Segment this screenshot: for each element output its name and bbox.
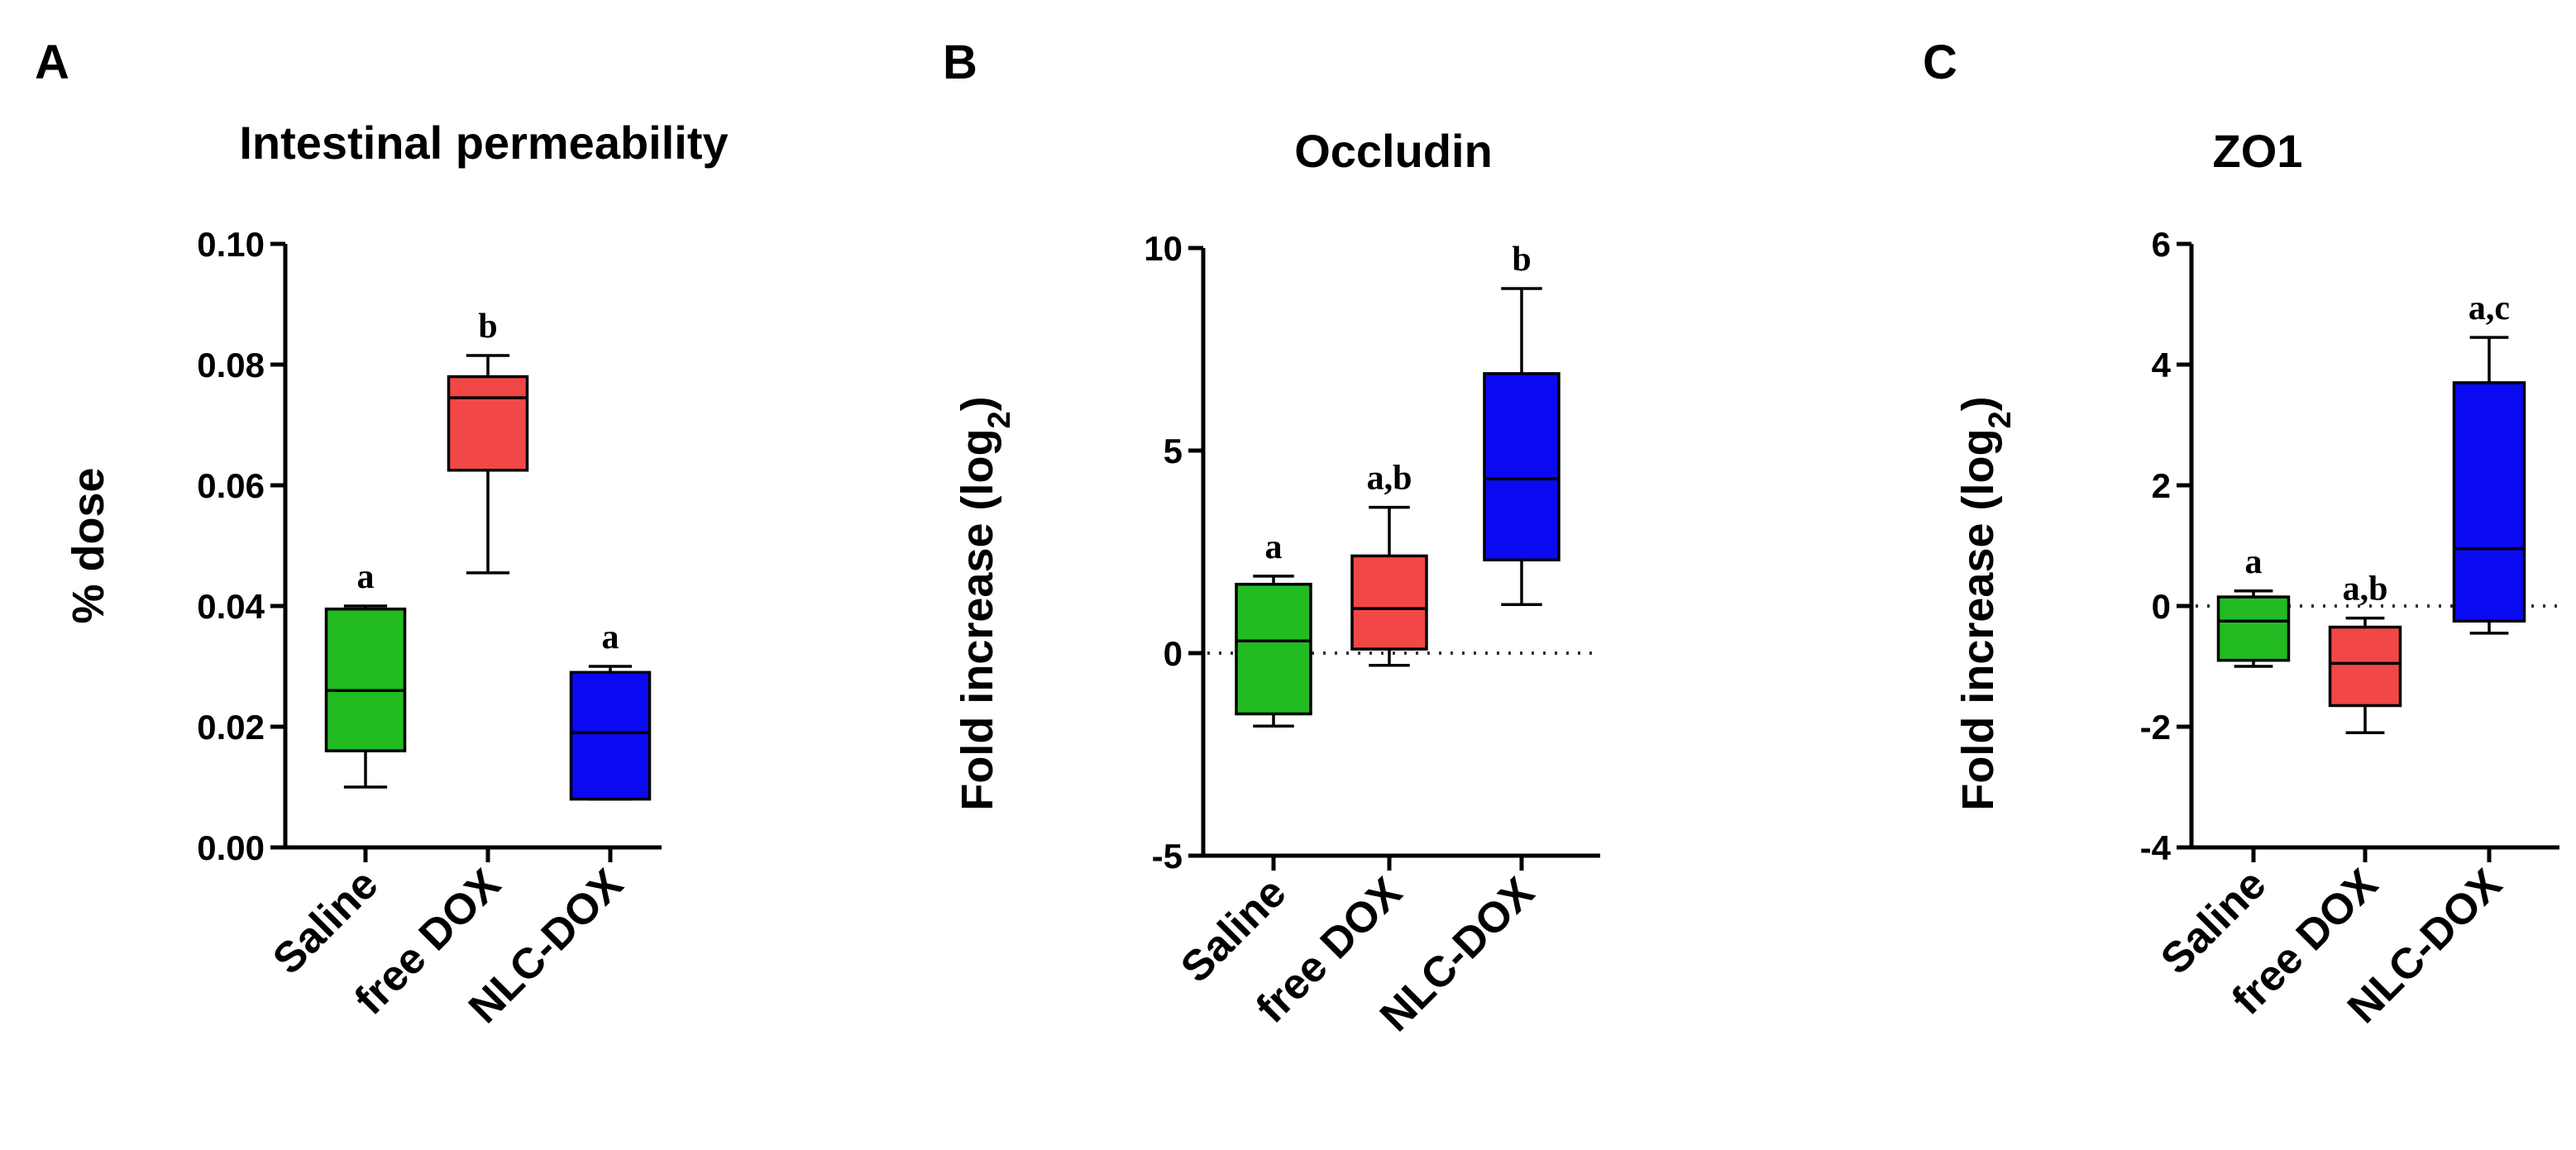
box-iqr	[569, 670, 652, 801]
panel-c-title: ZO1	[2213, 125, 2303, 177]
significance-label: a	[357, 558, 375, 596]
panel-a-ytick-label: 0.06	[197, 466, 265, 505]
panel-c-ytick-label: 4	[2152, 346, 2172, 384]
panel-a-box-nlc-dox: a	[569, 618, 652, 801]
panel-a-title: Intestinal permeability	[239, 117, 728, 169]
panel-b-ytick-label: -5	[1152, 837, 1183, 876]
panel-a-ylabel: % dose	[64, 467, 113, 623]
panel-c-ytick-label: -2	[2140, 708, 2171, 747]
panel-a-ytick-label: 0.10	[197, 225, 265, 264]
panel-a-ytick-label: 0.04	[197, 587, 265, 626]
panel-a-ytick-label: 0.00	[197, 828, 265, 867]
box-iqr	[2328, 625, 2402, 708]
box-iqr	[447, 375, 529, 472]
box-iqr	[1483, 372, 1560, 562]
panel-c-box-saline: a	[2216, 543, 2291, 668]
panel-a-box-free-dox: b	[447, 308, 529, 575]
significance-label: a,b	[2343, 570, 2388, 608]
panel-c-letter: C	[1923, 36, 1957, 89]
box-iqr	[2452, 381, 2526, 623]
panel-c-ytick-label: 0	[2152, 587, 2171, 626]
panel-a-ytick-label: 0.08	[197, 346, 265, 384]
significance-label: b	[1512, 241, 1531, 279]
panel-a-box-saline: a	[324, 558, 407, 789]
panel-b-letter: B	[943, 36, 977, 89]
significance-label: a	[2245, 543, 2263, 581]
panel-a-category-label: Saline	[264, 860, 387, 983]
panel-b-box-nlc-dox: b	[1483, 241, 1560, 606]
panel-b-ytick-label: 0	[1164, 634, 1183, 673]
panel-c-ytick-label: 2	[2152, 466, 2171, 505]
panel-c-ytick-label: 6	[2152, 225, 2171, 264]
significance-label: a	[602, 618, 619, 656]
panel-b-title: Occludin	[1294, 125, 1493, 177]
significance-label: a	[1265, 528, 1283, 566]
box-iqr	[2216, 595, 2291, 662]
panel-a-letter: A	[35, 36, 69, 89]
box-iqr	[1235, 582, 1312, 716]
panel-c-ytick-label: -4	[2140, 828, 2172, 867]
panel-c-ylabel: Fold increase (log2)	[1953, 396, 2018, 810]
box-iqr	[1350, 554, 1428, 651]
panel-c-box-free-dox: a,b	[2328, 570, 2402, 735]
panel-b-ylabel: Fold increase (log2)	[953, 396, 1017, 810]
significance-label: b	[478, 308, 497, 346]
panel-b-box-saline: a	[1235, 528, 1312, 728]
significance-label: a,c	[2468, 289, 2510, 327]
panel-b-box-free-dox: a,b	[1350, 460, 1428, 667]
significance-label: a,b	[1367, 460, 1412, 498]
panel-a-ytick-label: 0.02	[197, 708, 265, 747]
panel-b-ytick-label: 5	[1164, 432, 1183, 470]
panel-b-ytick-label: 10	[1144, 229, 1183, 268]
panel-c-box-nlc-dox: a,c	[2452, 289, 2526, 635]
box-iqr	[324, 607, 407, 752]
